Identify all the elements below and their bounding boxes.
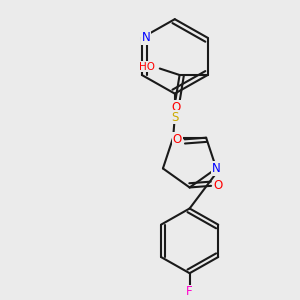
Text: O: O — [171, 101, 180, 114]
Text: O: O — [214, 179, 223, 192]
Text: O: O — [173, 133, 182, 146]
Text: N: N — [142, 31, 150, 44]
Text: S: S — [171, 111, 178, 124]
Text: F: F — [186, 286, 193, 298]
Text: HO: HO — [139, 62, 155, 72]
Text: N: N — [212, 162, 221, 175]
